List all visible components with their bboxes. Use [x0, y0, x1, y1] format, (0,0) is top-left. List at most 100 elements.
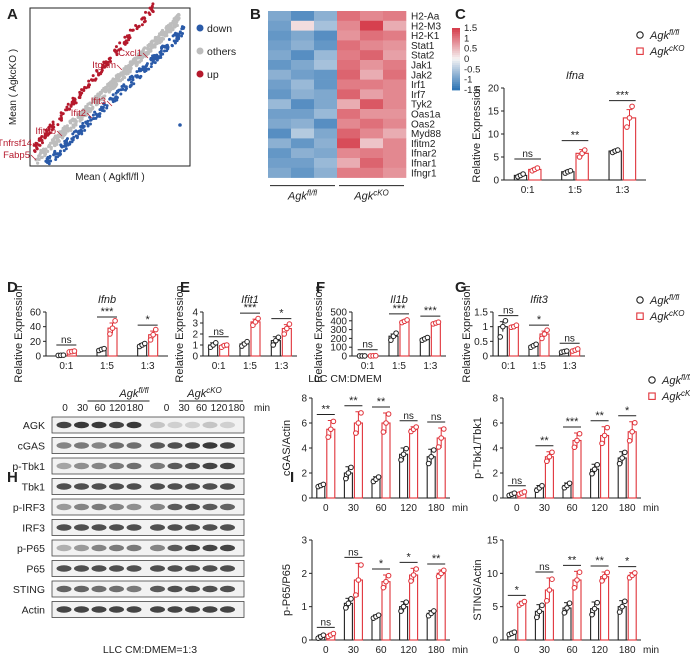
heatmap-gene-label: Myd88 — [411, 129, 441, 140]
data-point — [404, 317, 410, 323]
point-down — [44, 159, 48, 163]
heatmap-cell — [337, 158, 361, 169]
point-down — [138, 76, 142, 80]
point-down — [91, 117, 95, 121]
heatmap-cell — [314, 138, 338, 149]
point-up — [149, 6, 153, 10]
y-tick-label: 2 — [492, 469, 498, 480]
point-others — [93, 100, 97, 104]
blot-strip — [51, 457, 245, 475]
heatmap-cell — [291, 99, 315, 110]
heatmap-group-ko: AgkcKO — [353, 188, 389, 203]
blot-band — [220, 606, 235, 613]
point-up — [65, 105, 69, 109]
blot-band — [126, 483, 142, 490]
data-point — [320, 481, 327, 488]
blot-protein-label: AGK — [23, 420, 45, 432]
x-tick-label: 1:3 — [563, 361, 577, 372]
data-point — [147, 337, 154, 343]
x-tick-label: 1:5 — [243, 361, 257, 372]
blot-band — [56, 606, 72, 613]
point-up — [50, 124, 54, 128]
blot-strip — [51, 416, 245, 434]
heatmap-cell — [291, 158, 315, 169]
heatmap-cell — [337, 167, 361, 178]
data-point — [398, 608, 404, 614]
blot-protein-label: p-P65 — [17, 543, 45, 555]
heatmap-cell — [314, 60, 338, 71]
colorbar-segment — [452, 61, 460, 64]
data-point — [343, 605, 349, 611]
blot-protein-label: IRF3 — [22, 523, 45, 535]
point-others — [71, 117, 75, 121]
significance-label: * — [625, 556, 630, 568]
heatmap-cell — [314, 128, 338, 139]
blot-band — [185, 565, 200, 572]
y-tick-label: 200 — [330, 334, 347, 345]
data-point — [511, 629, 518, 635]
point-others — [101, 95, 105, 99]
point-down — [79, 131, 83, 135]
bar-ko — [508, 325, 519, 357]
x-tick-label: 120 — [400, 645, 417, 656]
heatmap-cell — [314, 30, 338, 41]
data-point — [581, 147, 588, 153]
point-down — [64, 147, 68, 151]
data-point — [345, 470, 352, 476]
data-point — [431, 447, 437, 453]
blot-time-label: 30 — [178, 403, 190, 414]
point-others — [91, 106, 95, 110]
heatmap-cell — [337, 30, 361, 41]
legend-g-ko-marker — [636, 312, 644, 320]
data-point — [599, 440, 605, 447]
data-point — [626, 115, 633, 121]
blot-band — [74, 503, 89, 511]
heatmap-cell — [268, 138, 292, 149]
blot-band — [56, 565, 72, 572]
point-down — [151, 54, 155, 58]
blot-band — [202, 585, 218, 593]
colorbar-segment — [452, 54, 460, 58]
colorbar-tick-label: -1.5 — [464, 85, 480, 96]
data-point — [223, 342, 230, 348]
point-others — [96, 100, 100, 105]
heatmap-cell — [360, 11, 384, 22]
y-tick-label: 1 — [482, 322, 488, 333]
point-up — [114, 45, 118, 49]
data-point — [286, 321, 293, 327]
point-down — [167, 38, 171, 42]
data-point — [500, 323, 506, 330]
chart-title: Il1b — [390, 294, 408, 306]
colorbar-segment — [452, 81, 460, 85]
chart-H: 0 30 60 120 180 0 30 60 120 180 minAGKcGASp-Tbk1Tb… — [12, 400, 270, 618]
panel-letter-B: B — [250, 6, 261, 23]
data-point — [632, 570, 638, 576]
point-others — [114, 78, 118, 82]
point-down — [97, 114, 101, 118]
point-down — [72, 130, 76, 134]
point-others — [160, 32, 164, 36]
blot-band — [126, 544, 142, 552]
data-point — [567, 168, 574, 174]
heatmap-cell — [360, 79, 384, 90]
significance-label: *** — [393, 303, 407, 315]
point-down — [110, 97, 114, 101]
data-point — [614, 147, 621, 153]
chart-I3: 0 1 2 3 p-P65/P65 0 ns 30 ns 60 * 120 * 180 ** min — [281, 536, 468, 657]
colorbar-segment — [452, 36, 460, 39]
bar-ctrl — [608, 150, 622, 181]
chart-B: H2-AaH2-M3H2-K1Stat1Stat2Jak1Jak2Irf1Irf… — [268, 11, 480, 187]
point-up — [118, 41, 122, 45]
blot-band — [91, 442, 107, 449]
heatmap-gene-label: Ifnar2 — [411, 149, 437, 160]
point-down — [105, 106, 109, 110]
x-tick-label: 0:1 — [521, 185, 535, 196]
colorbar-segment — [452, 50, 460, 54]
point-others — [120, 73, 124, 77]
heatmap-cell — [291, 40, 315, 51]
colorbar-segment — [452, 63, 460, 66]
data-point — [403, 445, 410, 452]
point-down — [129, 83, 133, 87]
heatmap-gene-label: H2-M3 — [411, 21, 441, 32]
